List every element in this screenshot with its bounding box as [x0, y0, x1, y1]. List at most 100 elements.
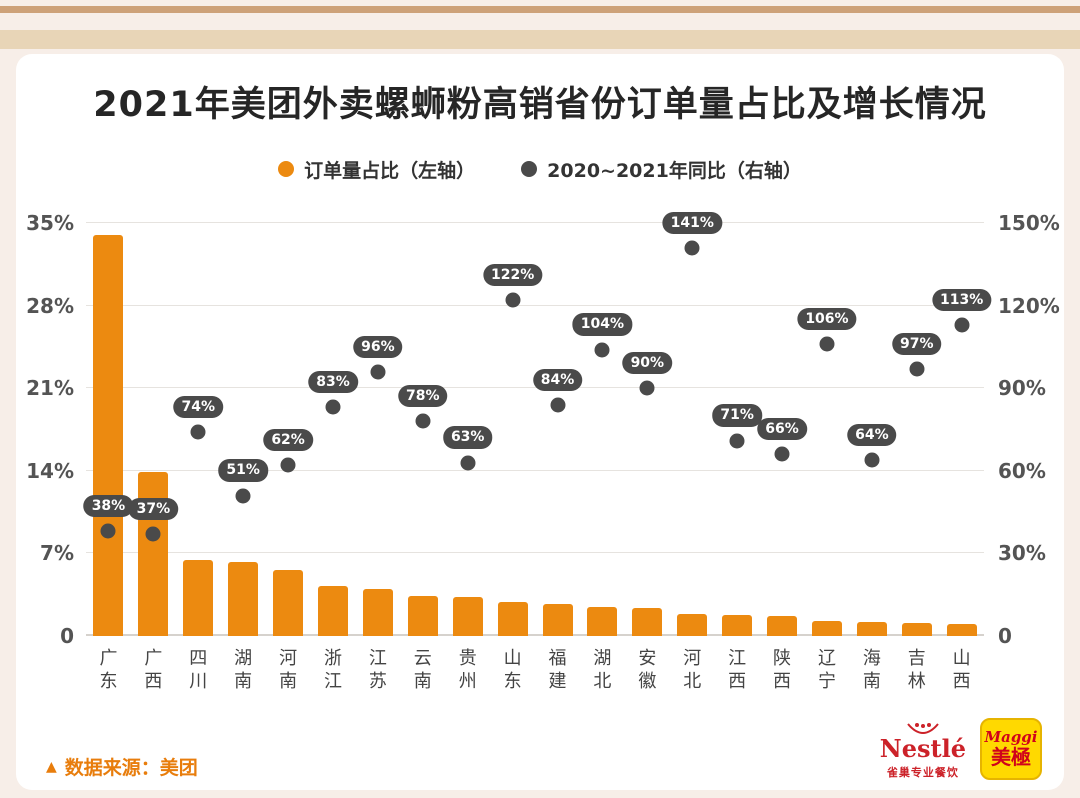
- x-axis-label-char: 陕: [773, 648, 792, 669]
- x-axis-label-char: 徽: [638, 670, 657, 692]
- x-axis-label-char: 安: [638, 648, 657, 669]
- order-share-bar: [497, 601, 528, 636]
- x-axis-label-char: 吉: [907, 648, 926, 669]
- right-axis-tick: 30%: [998, 541, 1046, 566]
- legend-dot-yoy-growth: [521, 161, 538, 177]
- x-axis-label-char: 西: [952, 670, 971, 692]
- yoy-value-label: 141%: [662, 211, 722, 234]
- left-axis-tick: 0: [60, 624, 74, 648]
- yoy-dot: [774, 446, 790, 462]
- x-axis-label-char: 山: [503, 648, 522, 669]
- yoy-value-label: 113%: [932, 288, 992, 311]
- order-share-bar: [722, 614, 753, 636]
- category-slot: 122%: [482, 223, 543, 636]
- x-axis-label-char: 福: [548, 648, 567, 669]
- yoy-value-label: 90%: [622, 352, 673, 375]
- yoy-value-label: 83%: [308, 371, 358, 394]
- x-axis-label-char: 南: [234, 670, 253, 692]
- yoy-dot: [280, 457, 296, 473]
- x-axis-label-char: 广: [144, 648, 163, 669]
- yoy-value-label: 84%: [532, 368, 583, 391]
- yoy-value-label: 74%: [173, 396, 224, 419]
- x-axis-label-char: 宁: [817, 670, 836, 692]
- legend-item-yoy-growth: 2020~2021年同比（右轴）: [521, 156, 802, 183]
- order-share-bar: [183, 560, 214, 636]
- order-share-bar: [228, 561, 259, 636]
- yoy-dot: [954, 317, 970, 333]
- right-axis-tick: 0: [998, 624, 1012, 648]
- yoy-dot: [639, 380, 655, 396]
- x-axis-label: 辽宁: [805, 648, 850, 693]
- yoy-value-label: 64%: [847, 423, 897, 446]
- bar-series: 38% 37% 74% 51% 62% 83% 96% 78% 63% 122% 84% 104% 90…: [83, 211, 992, 636]
- x-axis-label-char: 北: [593, 670, 612, 692]
- gridline: [86, 469, 984, 471]
- x-axis-label: 湖北: [580, 648, 625, 693]
- x-axis-label: 云南: [400, 648, 445, 693]
- category-slot: 74%: [173, 223, 224, 636]
- yoy-value-label: 62%: [263, 429, 313, 452]
- yoy-dot: [550, 397, 566, 413]
- x-axis-label-char: 辽: [817, 648, 836, 669]
- x-axis-label-char: 湖: [593, 648, 612, 669]
- x-axis-label-char: 云: [413, 648, 432, 669]
- order-share-bar: [946, 624, 977, 636]
- x-axis-label-char: 海: [862, 648, 881, 669]
- maggi-chinese-name: 美極: [991, 745, 1031, 770]
- yoy-value-label: 71%: [712, 404, 762, 427]
- x-axis-label-char: 苏: [368, 670, 387, 692]
- category-slot: 37%: [128, 223, 179, 636]
- legend-dot-order-share: [278, 161, 295, 177]
- x-axis-label: 山西: [939, 648, 984, 693]
- yoy-value-label: 104%: [572, 313, 633, 336]
- left-axis-tick: 28%: [26, 293, 74, 318]
- gridline: [86, 552, 984, 554]
- yoy-value-label: 51%: [218, 459, 268, 482]
- x-axis-label-char: 南: [279, 670, 298, 692]
- x-axis-label-char: 东: [503, 670, 522, 692]
- category-slot: 84%: [532, 223, 583, 636]
- right-axis-tick: 60%: [998, 458, 1046, 483]
- yoy-dot: [100, 523, 116, 539]
- yoy-value-label: 38%: [83, 495, 134, 518]
- yoy-value-label: 37%: [128, 497, 179, 521]
- category-slot: 90%: [622, 223, 673, 636]
- x-axis-label: 广东: [86, 648, 131, 693]
- nestle-logo: Nestlé 雀巢专业餐饮: [880, 722, 966, 780]
- category-slot: 97%: [892, 223, 942, 636]
- footer: ▲ 数据来源：美团 Nestlé 雀巢专业餐饮 Maggi 美極: [46, 718, 1042, 780]
- x-axis-label: 陕西: [760, 648, 805, 693]
- x-axis-label-char: 江: [728, 648, 747, 669]
- category-slot: 106%: [797, 223, 857, 636]
- order-share-bar: [407, 595, 438, 636]
- category-slot: 113%: [932, 223, 992, 636]
- x-axis-label: 山东: [490, 648, 535, 693]
- yoy-dot: [460, 455, 476, 471]
- order-share-bar: [138, 471, 169, 636]
- x-axis-labels: 广东广西四川湖南河南浙江江苏云南贵州山东福建湖北安徽河北江西陕西辽宁海南吉林山西: [86, 648, 984, 693]
- x-axis-label-char: 南: [413, 670, 432, 692]
- yoy-dot: [235, 488, 251, 504]
- x-axis-label-char: 广: [99, 648, 118, 669]
- order-share-bar: [677, 613, 708, 636]
- order-share-bar: [587, 606, 618, 636]
- yoy-dot: [370, 364, 386, 380]
- order-share-bar: [856, 621, 887, 636]
- right-axis-tick: 90%: [998, 376, 1046, 401]
- x-axis-label: 广西: [131, 648, 176, 693]
- triangle-icon: ▲: [46, 758, 57, 775]
- maggi-wordmark: Maggi: [984, 727, 1038, 746]
- right-axis-tick: 120%: [998, 293, 1060, 318]
- order-share-bar: [901, 623, 932, 636]
- x-axis-label-char: 江: [323, 670, 342, 692]
- x-axis-label-char: 北: [683, 670, 702, 692]
- left-axis-tick: 14%: [26, 458, 74, 483]
- x-axis-label: 湖南: [221, 648, 266, 693]
- x-axis-label-char: 浙: [323, 648, 342, 669]
- x-axis-label-char: 河: [683, 648, 702, 669]
- nestle-nest-icon: [907, 723, 939, 734]
- x-axis-label: 四川: [176, 648, 221, 693]
- yoy-value-label: 78%: [398, 385, 448, 408]
- gridline: [86, 634, 984, 636]
- category-slot: 64%: [847, 223, 897, 636]
